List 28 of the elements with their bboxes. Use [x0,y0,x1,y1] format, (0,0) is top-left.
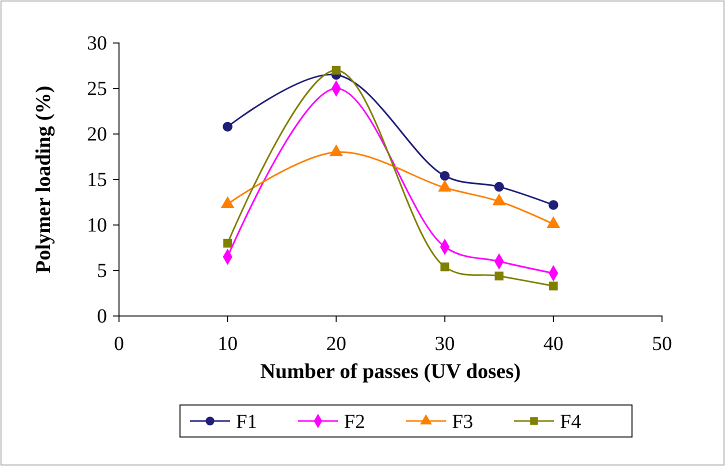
y-tick-label: 0 [97,305,107,328]
y-tick-label: 30 [87,32,107,54]
point [223,238,232,248]
x-tick-label: 30 [434,333,455,356]
point [494,272,504,280]
x-tick-label: 20 [326,333,346,356]
legend-label: F1 [236,411,258,433]
point [440,262,450,272]
y-tick-label: 10 [87,214,107,236]
x-tick-label: 50 [652,333,672,356]
point [549,282,558,290]
legend-label: F4 [560,411,582,433]
point [332,66,341,75]
point [440,171,450,181]
x-tick-label: 10 [218,333,238,356]
y-axis-title: Polymer loading (%) [31,86,55,274]
point [548,200,558,210]
x-tick-label: 0 [114,333,124,356]
y-tick-label: 25 [87,78,107,100]
point [494,182,504,192]
y-tick-label: 20 [87,123,107,146]
y-tick-label: 5 [97,260,107,282]
x-tick-label: 40 [543,333,564,356]
legend-label: F2 [344,411,366,433]
x-axis-title: Number of passes (UV doses) [260,359,521,383]
y-tick-label: 15 [87,168,107,191]
legend-label: F3 [452,411,474,433]
point [222,122,232,132]
